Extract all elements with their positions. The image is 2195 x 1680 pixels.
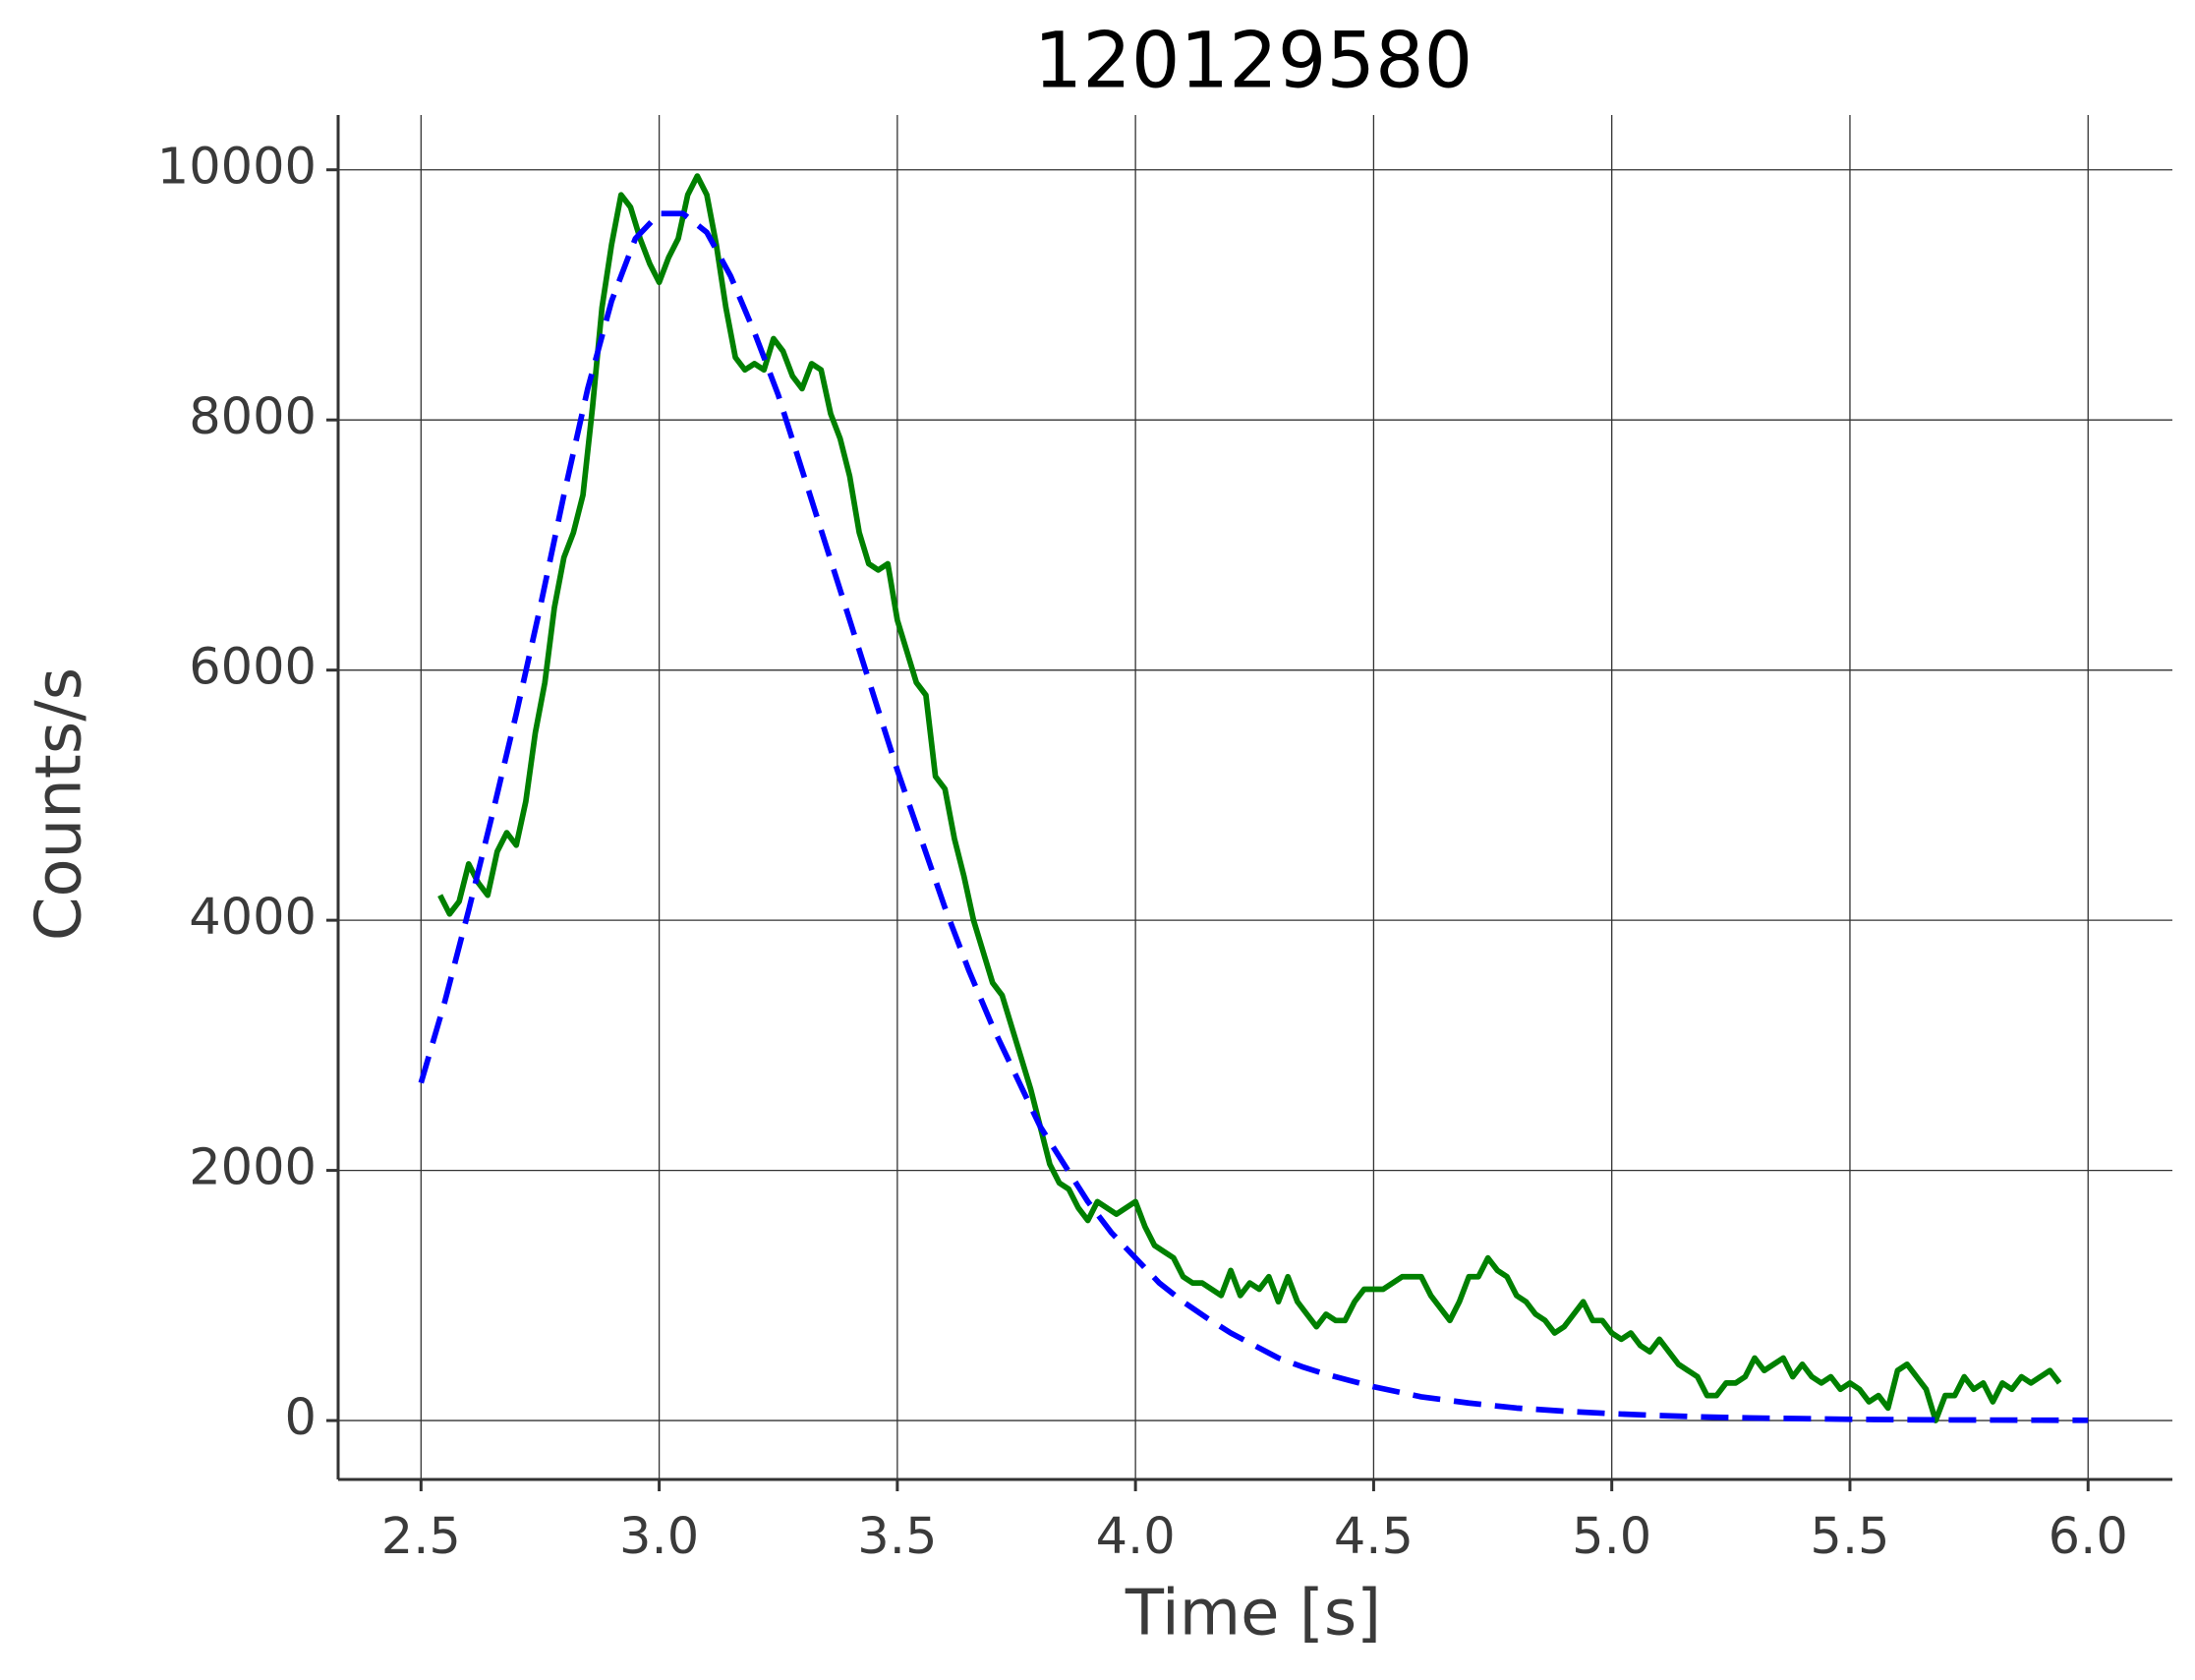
x-axis-label: Time [s]: [1125, 1578, 1381, 1651]
data-line: [418, 210, 2089, 1423]
x-tick-label: 3.0: [619, 1508, 699, 1566]
x-tick-label: 5.5: [1810, 1508, 1889, 1566]
x-tick-label: 5.0: [1572, 1508, 1651, 1566]
y-axis-label: Counts/s: [24, 667, 96, 941]
y-tick-label: 10000: [157, 139, 317, 197]
y-tick-label: 4000: [189, 889, 317, 947]
x-tick-label: 6.0: [2049, 1508, 2128, 1566]
y-tick-label: 8000: [189, 388, 317, 446]
grid: [338, 115, 2172, 1479]
plot-area: [418, 173, 2089, 1423]
x-tick-label: 2.5: [381, 1508, 461, 1566]
x-tick-label: 3.5: [857, 1508, 937, 1566]
data-line: [437, 173, 2062, 1423]
y-tick-label: 6000: [189, 639, 317, 697]
x-tick-label: 4.5: [1334, 1508, 1414, 1566]
y-tick-label: 2000: [189, 1139, 317, 1197]
chart-title: 120129580: [1034, 17, 1473, 105]
y-tick-label: 0: [285, 1389, 317, 1447]
x-tick-label: 4.0: [1096, 1508, 1176, 1566]
